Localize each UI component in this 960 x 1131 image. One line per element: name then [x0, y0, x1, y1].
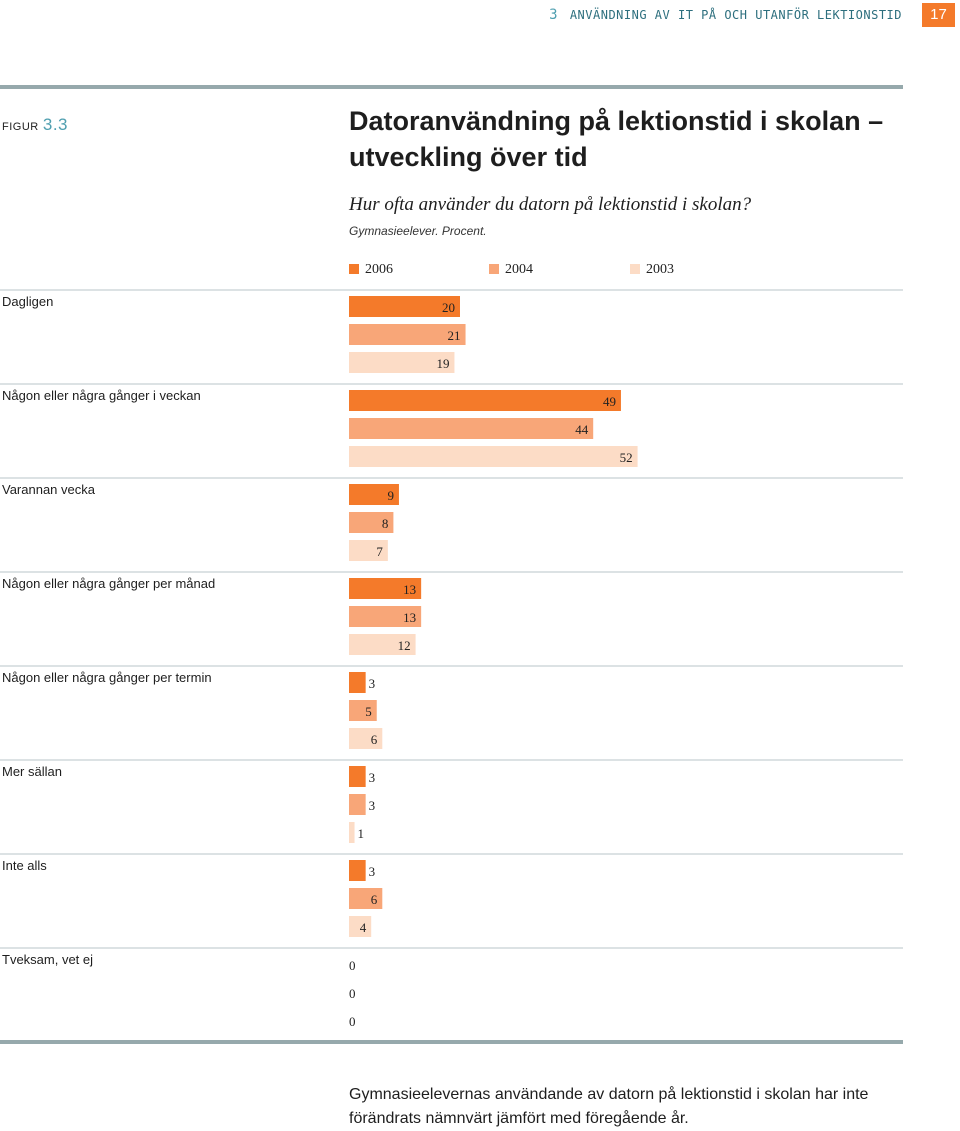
running-head: 3 Användning av IT på och utanför lektio… — [549, 7, 902, 23]
bar-2004 — [349, 794, 366, 815]
bar-2004 — [349, 888, 383, 909]
category-label: Mer sällan — [2, 764, 62, 779]
bar-2003 — [349, 446, 638, 467]
page-number: 17 — [922, 3, 955, 27]
category-label: Tveksam, vet ej — [2, 952, 93, 967]
value-label-2004: 8 — [382, 516, 389, 531]
value-label-2006: 9 — [387, 488, 394, 503]
value-label-2006: 3 — [369, 770, 376, 785]
value-label-2004: 0 — [349, 986, 356, 1001]
category-label: Dagligen — [2, 294, 53, 309]
bar-2003 — [349, 352, 455, 373]
bar-2004 — [349, 700, 377, 721]
bar-2004 — [349, 606, 422, 627]
bar-2004 — [349, 418, 594, 439]
value-label-2003: 52 — [620, 450, 633, 465]
value-label-2004: 21 — [448, 328, 461, 343]
bottom-rule — [0, 1040, 903, 1044]
bar-2006 — [349, 672, 366, 693]
value-label-2004: 13 — [403, 610, 416, 625]
legend-label-2003: 2003 — [646, 262, 674, 277]
legend-swatch-2003 — [630, 264, 640, 274]
bar-2003 — [349, 822, 355, 843]
bar-2006 — [349, 296, 460, 317]
chart-title: Datoranvändning på lektionstid i skolan … — [349, 106, 884, 172]
value-label-2004: 44 — [575, 422, 589, 437]
chapter-title: Användning av IT på och utanför lektions… — [569, 8, 902, 22]
bar-2003 — [349, 634, 416, 655]
figure-label: FIGUR 3.3 — [2, 115, 68, 135]
value-label-2003: 12 — [398, 638, 411, 653]
bar-2003 — [349, 916, 372, 937]
top-rule — [0, 85, 903, 89]
bar-2006 — [349, 484, 399, 505]
figure-label-prefix: FIGUR — [2, 121, 39, 133]
figure-number: 3.3 — [42, 115, 68, 134]
legend-item-2003: 2003 — [630, 262, 674, 278]
bar-2006 — [349, 766, 366, 787]
value-label-2003: 0 — [349, 1014, 356, 1029]
bar-2003 — [349, 540, 388, 561]
value-label-2006: 49 — [603, 394, 616, 409]
bar-2003 — [349, 728, 383, 749]
value-label-2003: 6 — [371, 732, 378, 747]
value-label-2003: 19 — [436, 356, 449, 371]
legend-label-2004: 2004 — [505, 262, 533, 277]
legend-swatch-2006 — [349, 264, 359, 274]
bar-2004 — [349, 512, 394, 533]
value-label-2006: 3 — [369, 864, 376, 879]
category-label: Varannan vecka — [2, 482, 96, 497]
chart-note: Gymnasieelever. Procent. — [349, 224, 487, 238]
chart-subtitle: Hur ofta använder du datorn på lektionst… — [349, 194, 752, 215]
value-label-2006: 20 — [442, 300, 455, 315]
legend-label-2006: 2006 — [365, 262, 393, 277]
category-label: Inte alls — [2, 858, 47, 873]
value-label-2003: 1 — [358, 826, 365, 841]
bar-2006 — [349, 860, 366, 881]
value-label-2006: 0 — [349, 958, 356, 973]
value-label-2006: 3 — [369, 676, 376, 691]
legend-swatch-2004 — [489, 264, 499, 274]
value-label-2006: 13 — [403, 582, 416, 597]
value-label-2004: 6 — [371, 892, 378, 907]
category-label: Någon eller några gånger per termin — [2, 670, 212, 685]
bar-2004 — [349, 324, 466, 345]
legend-item-2006: 2006 — [349, 262, 393, 278]
chapter-number: 3 — [549, 7, 559, 23]
value-label-2004: 5 — [365, 704, 372, 719]
chart-legend: 2006 2004 2003 — [0, 262, 960, 280]
value-label-2003: 4 — [360, 920, 367, 935]
value-label-2004: 3 — [369, 798, 376, 813]
figure-caption: Gymnasieelevernas användande av datorn p… — [349, 1086, 869, 1127]
category-label: Någon eller några gånger per månad — [2, 576, 215, 591]
bar-2006 — [349, 390, 621, 411]
value-label-2003: 7 — [376, 544, 383, 559]
category-label: Någon eller några gånger i veckan — [2, 388, 201, 403]
legend-item-2004: 2004 — [489, 262, 533, 278]
bar-2006 — [349, 578, 422, 599]
